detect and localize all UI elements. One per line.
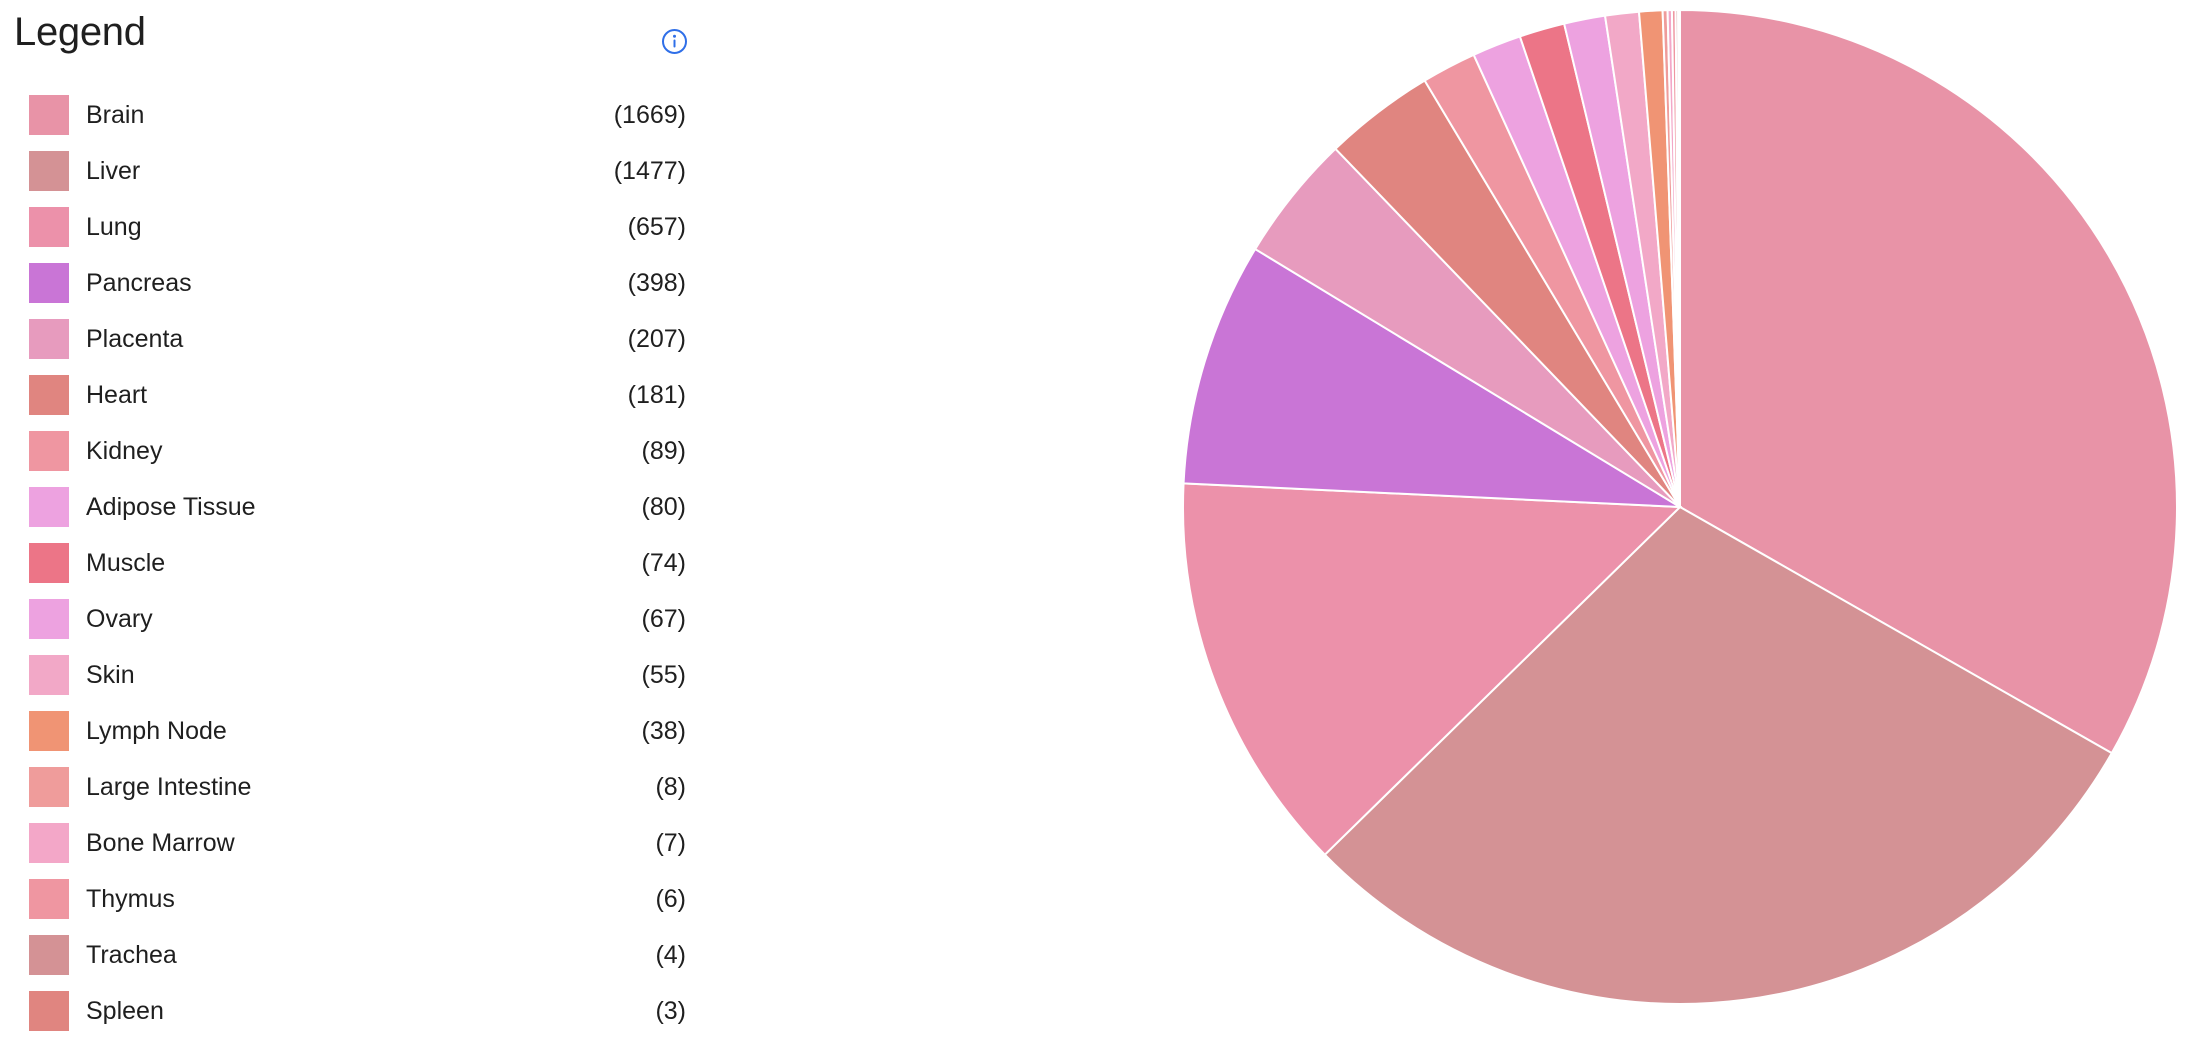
color-swatch — [29, 543, 69, 583]
legend-item-label: Lymph Node — [86, 717, 227, 745]
legend-item-label: Lung — [86, 213, 142, 241]
legend-item-count: (3) — [655, 997, 686, 1025]
legend-item-label: Trachea — [86, 941, 177, 969]
color-swatch — [29, 95, 69, 135]
legend-item-label: Adipose Tissue — [86, 493, 256, 521]
legend-item-count: (7) — [655, 829, 686, 857]
legend-item-count: (38) — [641, 717, 686, 745]
legend-item-count: (74) — [641, 549, 686, 577]
legend-item-label: Thymus — [86, 885, 175, 913]
legend-item-count: (657) — [627, 213, 686, 241]
color-swatch — [29, 207, 69, 247]
legend-item[interactable]: Bone Marrow (7) — [29, 823, 689, 879]
legend-item-label: Pancreas — [86, 269, 192, 297]
color-swatch — [29, 263, 69, 303]
legend-item-count: (67) — [641, 605, 686, 633]
legend-item[interactable]: Placenta (207) — [29, 319, 689, 375]
color-swatch — [29, 151, 69, 191]
legend-item[interactable]: Ovary (67) — [29, 599, 689, 655]
color-swatch — [29, 767, 69, 807]
pie-chart-svg — [1182, 8, 2178, 1005]
color-swatch — [29, 655, 69, 695]
legend-item-label: Large Intestine — [86, 773, 252, 801]
legend-panel: Legend Brain (1669) Liver (1477) Lung (657)… — [0, 0, 700, 1052]
legend-item[interactable]: Trachea (4) — [29, 935, 689, 991]
pie-slice-liver[interactable] — [1323, 505, 2114, 1005]
legend-item-count: (4) — [655, 941, 686, 969]
legend-item-count: (181) — [627, 381, 686, 409]
color-swatch — [29, 431, 69, 471]
legend-item[interactable]: Heart (181) — [29, 375, 689, 431]
pie-slice-lung[interactable] — [1182, 482, 1683, 857]
legend-item[interactable]: Muscle (74) — [29, 543, 689, 599]
color-swatch — [29, 599, 69, 639]
pie-slice-brain[interactable] — [1679, 8, 2178, 755]
legend-item[interactable]: Brain (1669) — [29, 95, 689, 151]
legend-list: Brain (1669) Liver (1477) Lung (657) Pancre… — [29, 95, 689, 1047]
legend-item[interactable]: Liver (1477) — [29, 151, 689, 207]
legend-item-count: (1477) — [613, 157, 686, 185]
info-icon[interactable] — [661, 28, 688, 55]
legend-item[interactable]: Skin (55) — [29, 655, 689, 711]
legend-item-label: Skin — [86, 661, 135, 689]
legend-item-label: Bone Marrow — [86, 829, 235, 857]
legend-item[interactable]: Thymus (6) — [29, 879, 689, 935]
legend-item[interactable]: Lymph Node (38) — [29, 711, 689, 767]
legend-item-count: (8) — [655, 773, 686, 801]
legend-item-count: (398) — [627, 269, 686, 297]
color-swatch — [29, 487, 69, 527]
color-swatch — [29, 991, 69, 1031]
pie-slice-pancreas[interactable] — [1182, 247, 1681, 508]
color-swatch — [29, 375, 69, 415]
color-swatch — [29, 711, 69, 751]
color-swatch — [29, 319, 69, 359]
legend-item-label: Liver — [86, 157, 141, 185]
legend-title: Legend — [14, 10, 146, 54]
legend-item[interactable]: Adipose Tissue (80) — [29, 487, 689, 543]
legend-item-count: (55) — [641, 661, 686, 689]
color-swatch — [29, 935, 69, 975]
legend-item-label: Heart — [86, 381, 148, 409]
legend-item-count: (89) — [641, 437, 686, 465]
legend-item[interactable]: Spleen (3) — [29, 991, 689, 1047]
legend-item-count: (6) — [655, 885, 686, 913]
legend-item-label: Kidney — [86, 437, 163, 465]
legend-item-label: Spleen — [86, 997, 164, 1025]
color-swatch — [29, 879, 69, 919]
legend-item-label: Brain — [86, 101, 145, 129]
pie-slice-spleen[interactable] — [1677, 8, 1681, 508]
legend-item[interactable]: Kidney (89) — [29, 431, 689, 487]
legend-item-count: (80) — [641, 493, 686, 521]
legend-item-count: (207) — [627, 325, 686, 353]
color-swatch — [29, 823, 69, 863]
legend-item[interactable]: Large Intestine (8) — [29, 767, 689, 823]
legend-item-label: Ovary — [86, 605, 153, 633]
pie-chart — [1150, 0, 2196, 1052]
legend-item[interactable]: Lung (657) — [29, 207, 689, 263]
legend-item-label: Muscle — [86, 549, 166, 577]
legend-item-label: Placenta — [86, 325, 184, 353]
legend-item[interactable]: Pancreas (398) — [29, 263, 689, 319]
legend-item-count: (1669) — [613, 101, 686, 129]
